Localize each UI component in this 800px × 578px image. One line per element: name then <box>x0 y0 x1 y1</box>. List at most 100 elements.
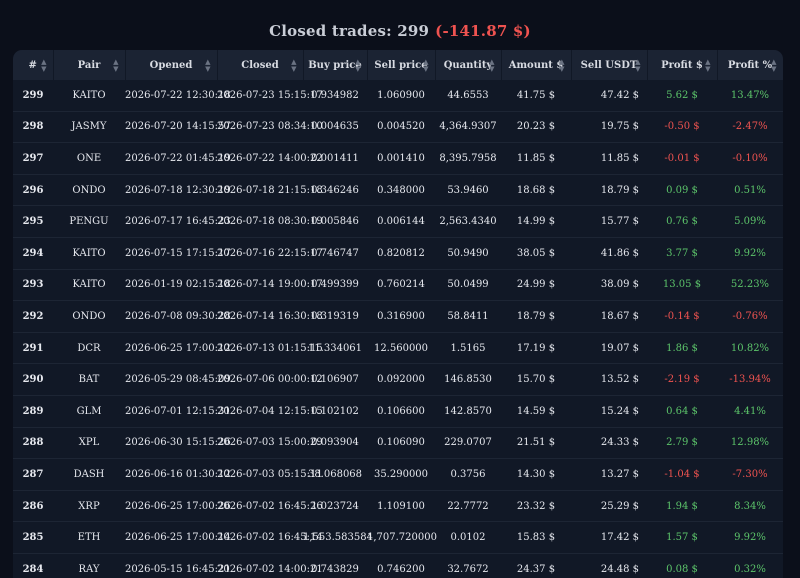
table-row[interactable]: 289 GLM 2026-07-01 12:15:31 2026-07-04 12:1… <box>13 395 783 428</box>
cell-amount: 21.51 $ <box>501 427 571 460</box>
table-row[interactable]: 285 ETH 2026-06-25 17:00:14 2026-07-02 16:4… <box>13 521 783 554</box>
cell-profit: 13.05 $ <box>647 269 717 302</box>
sort-arrows-icon[interactable]: ▲ ▼ <box>113 57 119 73</box>
cell-buy-price: 0.106907 <box>303 363 367 396</box>
cell-sell-usdt: 24.48 $ <box>571 553 647 578</box>
cell-buy-price: 0.743829 <box>303 553 367 578</box>
column-header-buy-price[interactable]: Buy price ▲ ▼ <box>303 50 368 80</box>
column-header-profit[interactable]: Profit $ ▲ ▼ <box>647 50 718 80</box>
cell-trade-id: 287 <box>13 458 53 491</box>
cell-buy-price: 0.001411 <box>303 142 367 175</box>
cell-closed-time: 2026-07-14 19:00:17 <box>217 269 323 302</box>
cell-sell-usdt: 38.09 $ <box>571 269 647 302</box>
cell-sell-usdt: 13.27 $ <box>571 458 647 491</box>
sort-arrows-icon[interactable]: ▲ ▼ <box>489 57 495 73</box>
sort-arrows-icon[interactable]: ▲ ▼ <box>355 57 361 73</box>
sort-arrows-icon[interactable]: ▲ ▼ <box>635 57 641 73</box>
table-row[interactable]: 299 KAITO 2026-07-22 12:30:18 2026-07-23 15… <box>13 80 783 112</box>
closed-trades-count: Closed trades: 299 <box>269 22 430 40</box>
cell-trade-id: 291 <box>13 332 53 365</box>
sort-arrows-icon[interactable]: ▲ ▼ <box>423 57 429 73</box>
column-header-label: Sell USDT <box>580 59 638 71</box>
cell-opened-time: 2026-06-25 17:00:26 <box>125 490 231 523</box>
cell-buy-price: 0.934982 <box>303 80 367 112</box>
trades-table-container: # ▲ ▼ Pair ▲ ▼ Opened ▲ ▼ Closed ▲ ▼ Buy price ▲ ▼ Sell… <box>13 50 783 578</box>
cell-buy-price: 1.023724 <box>303 490 367 523</box>
column-header-label: Quantity <box>443 59 493 71</box>
cell-trade-id: 284 <box>13 553 53 578</box>
sort-arrows-icon[interactable]: ▲ ▼ <box>41 57 47 73</box>
cell-profit: 0.64 $ <box>647 395 717 428</box>
table-row[interactable]: 298 JASMY 2026-07-20 14:15:57 2026-07-23 08… <box>13 111 783 144</box>
cell-pair: PENGU <box>53 205 125 238</box>
sort-arrows-icon[interactable]: ▲ ▼ <box>559 57 565 73</box>
cell-sell-price: 0.746200 <box>367 553 435 578</box>
cell-sell-usdt: 18.67 $ <box>571 300 647 333</box>
cell-opened-time: 2026-06-30 15:15:26 <box>125 427 231 460</box>
column-header-pair[interactable]: Pair ▲ ▼ <box>53 50 126 80</box>
cell-amount: 24.99 $ <box>501 269 571 302</box>
column-header-label: Pair <box>77 59 101 71</box>
cell-buy-price: 0.499399 <box>303 269 367 302</box>
column-header-profit-pct[interactable]: Profit % ▲ ▼ <box>717 50 783 80</box>
cell-closed-time: 2026-07-14 16:30:18 <box>217 300 323 333</box>
cell-profit-pct: 0.32% <box>717 553 783 578</box>
column-header-id[interactable]: # ▲ ▼ <box>13 50 54 80</box>
cell-sell-price: 1.060900 <box>367 80 435 112</box>
cell-trade-id: 298 <box>13 111 53 144</box>
cell-closed-time: 2026-07-22 14:00:22 <box>217 142 323 175</box>
table-row[interactable]: 297 ONE 2026-07-22 01:45:19 2026-07-22 14:0… <box>13 142 783 175</box>
cell-buy-price: 11.334061 <box>303 332 367 365</box>
cell-profit: 1.86 $ <box>647 332 717 365</box>
table-row[interactable]: 296 ONDO 2026-07-18 12:30:19 2026-07-18 21:… <box>13 174 783 207</box>
table-row[interactable]: 292 ONDO 2026-07-08 09:30:28 2026-07-14 16:… <box>13 300 783 333</box>
cell-sell-usdt: 19.07 $ <box>571 332 647 365</box>
cell-profit: -0.01 $ <box>647 142 717 175</box>
cell-trade-id: 290 <box>13 363 53 396</box>
sort-arrows-icon[interactable]: ▲ ▼ <box>205 57 211 73</box>
column-header-amount[interactable]: Amount $ ▲ ▼ <box>501 50 572 80</box>
cell-profit-pct: 12.98% <box>717 427 783 460</box>
column-header-sell-price[interactable]: Sell price ▲ ▼ <box>367 50 436 80</box>
cell-sell-price: 0.004520 <box>367 111 435 144</box>
cell-quantity: 146.8530 <box>435 363 501 396</box>
cell-sell-price: 0.760214 <box>367 269 435 302</box>
table-row[interactable]: 288 XPL 2026-06-30 15:15:26 2026-07-03 15:0… <box>13 427 783 460</box>
cell-amount: 23.32 $ <box>501 490 571 523</box>
cell-profit-pct: -2.47% <box>717 111 783 144</box>
cell-profit: -0.14 $ <box>647 300 717 333</box>
cell-sell-usdt: 18.79 $ <box>571 174 647 207</box>
sort-arrows-icon[interactable]: ▲ ▼ <box>771 57 777 73</box>
cell-pair: BAT <box>53 363 125 396</box>
table-row[interactable]: 286 XRP 2026-06-25 17:00:26 2026-07-02 16:4… <box>13 490 783 523</box>
cell-closed-time: 2026-07-02 14:00:21 <box>217 553 323 578</box>
cell-trade-id: 286 <box>13 490 53 523</box>
column-header-sell-usdt[interactable]: Sell USDT ▲ ▼ <box>571 50 648 80</box>
table-row[interactable]: 284 RAY 2026-05-15 16:45:21 2026-07-02 14:0… <box>13 553 783 578</box>
column-header-label: Sell price <box>374 59 428 71</box>
table-row[interactable]: 294 KAITO 2026-07-15 17:15:17 2026-07-16 22… <box>13 237 783 270</box>
sort-arrows-icon[interactable]: ▲ ▼ <box>705 57 711 73</box>
cell-amount: 41.75 $ <box>501 80 571 112</box>
cell-closed-time: 2026-07-16 22:15:17 <box>217 237 323 270</box>
column-header-closed[interactable]: Closed ▲ ▼ <box>217 50 304 80</box>
table-row[interactable]: 291 DCR 2026-06-25 17:00:12 2026-07-13 01:1… <box>13 332 783 365</box>
table-row[interactable]: 295 PENGU 2026-07-17 16:45:23 2026-07-18 08… <box>13 205 783 238</box>
cell-profit-pct: 5.09% <box>717 205 783 238</box>
cell-quantity: 229.0707 <box>435 427 501 460</box>
column-header-quantity[interactable]: Quantity ▲ ▼ <box>435 50 502 80</box>
table-row[interactable]: 290 BAT 2026-05-29 08:45:09 2026-07-06 00:0… <box>13 363 783 396</box>
table-row[interactable]: 287 DASH 2026-06-16 01:30:12 2026-07-03 05:… <box>13 458 783 491</box>
table-row[interactable]: 293 KAITO 2026-01-19 02:15:18 2026-07-14 19… <box>13 269 783 302</box>
cell-pair: KAITO <box>53 237 125 270</box>
cell-trade-id: 285 <box>13 521 53 554</box>
cell-sell-usdt: 25.29 $ <box>571 490 647 523</box>
cell-amount: 38.05 $ <box>501 237 571 270</box>
cell-opened-time: 2026-01-19 02:15:18 <box>125 269 231 302</box>
cell-profit-pct: 9.92% <box>717 521 783 554</box>
cell-profit-pct: 9.92% <box>717 237 783 270</box>
cell-pair: RAY <box>53 553 125 578</box>
sort-arrows-icon[interactable]: ▲ ▼ <box>291 57 297 73</box>
cell-quantity: 0.3756 <box>435 458 501 491</box>
column-header-opened[interactable]: Opened ▲ ▼ <box>125 50 218 80</box>
